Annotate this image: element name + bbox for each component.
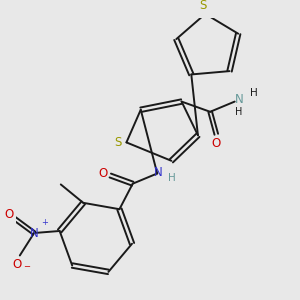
Text: −: − (23, 262, 31, 271)
Text: S: S (115, 136, 122, 149)
Text: N: N (234, 93, 243, 106)
Text: H: H (250, 88, 258, 98)
Text: O: O (98, 167, 108, 180)
Text: N: N (154, 166, 163, 179)
Text: O: O (12, 258, 21, 271)
Text: N: N (30, 226, 38, 239)
Text: H: H (235, 107, 242, 117)
Text: H: H (168, 172, 176, 183)
Text: O: O (4, 208, 13, 221)
Text: O: O (212, 137, 221, 150)
Text: S: S (200, 0, 207, 12)
Text: +: + (41, 218, 48, 227)
